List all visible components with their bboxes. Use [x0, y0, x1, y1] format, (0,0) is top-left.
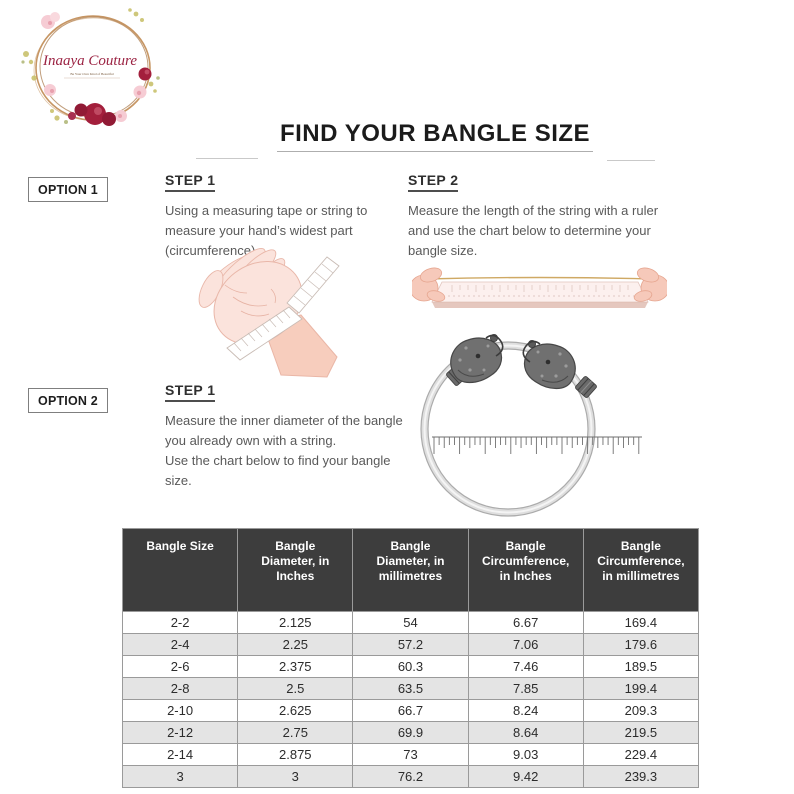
table-cell: 2-12 [121, 721, 239, 744]
step-heading: STEP 2 [408, 172, 459, 192]
table-cell: 209.3 [582, 699, 700, 722]
table-cell: 3 [121, 765, 239, 788]
table-cell: 2-14 [121, 743, 239, 766]
decorative-line [607, 160, 655, 161]
table-cell: 239.3 [582, 765, 700, 788]
step-instructions: Measure the length of the string with a … [408, 203, 659, 258]
wreath-icon [21, 8, 160, 126]
step-heading: STEP 1 [165, 382, 216, 402]
column-header: Bangle Circumference, in Inches [467, 528, 584, 612]
table-cell: 7.46 [467, 655, 584, 678]
table-cell: 2-6 [121, 655, 239, 678]
table-cell: 8.24 [467, 699, 584, 722]
table-cell: 219.5 [582, 721, 700, 744]
table-cell: 6.67 [467, 611, 584, 634]
table-row: 2-8 2.5 63.5 7.85 199.4 [121, 677, 700, 700]
string-ruler-illustration [412, 267, 667, 308]
table-cell: 7.06 [467, 633, 584, 656]
table-row: 2-14 2.875 73 9.03 229.4 [121, 743, 700, 766]
table-row: 2-6 2.375 60.3 7.46 189.5 [121, 655, 700, 678]
table-cell: 76.2 [352, 765, 469, 788]
column-header: Bangle Size [121, 528, 239, 612]
table-cell: 3 [237, 765, 354, 788]
table-cell: 63.5 [352, 677, 469, 700]
step-heading: STEP 1 [165, 172, 216, 192]
step-instructions: Measure the inner diameter of the bangle… [165, 413, 403, 488]
table-cell: 199.4 [582, 677, 700, 700]
table-row: 3 3 76.2 9.42 239.3 [121, 765, 700, 788]
table-cell: 57.2 [352, 633, 469, 656]
table-cell: 2.25 [237, 633, 354, 656]
decorative-line [196, 158, 258, 159]
table-cell: 229.4 [582, 743, 700, 766]
table-row: 2-4 2.25 57.2 7.06 179.6 [121, 633, 700, 656]
step-instructions: Using a measuring tape or string to meas… [165, 203, 368, 258]
page-title: FIND YOUR BANGLE SIZE [279, 120, 591, 147]
table-cell: 9.42 [467, 765, 584, 788]
ruler-scale [433, 437, 640, 454]
table-cell: 189.5 [582, 655, 700, 678]
option1-step1-block: STEP 1 Using a measuring tape or string … [165, 172, 415, 261]
table-cell: 2.875 [237, 743, 354, 766]
bangle-size-table: Bangle Size Bangle Diameter, in Inches Ban… [121, 528, 700, 788]
column-header: Bangle Circumference, in millimetres [582, 528, 700, 612]
option-1-badge: OPTION 1 [28, 177, 108, 202]
option2-step1-block: STEP 1 Measure the inner diameter of the… [165, 382, 425, 491]
size-table-body: 2-2 2.125 54 6.67 169.4 2-4 2.25 57.2 7.06 179.6 2… [121, 611, 700, 788]
column-header: Bangle Diameter, in millimetres [352, 528, 469, 612]
table-row: 2-10 2.625 66.7 8.24 209.3 [121, 699, 700, 722]
brand-name: Inaaya Couture [42, 53, 137, 69]
table-cell: 73 [352, 743, 469, 766]
table-cell: 66.7 [352, 699, 469, 722]
title-underline [277, 151, 593, 152]
table-cell: 169.4 [582, 611, 700, 634]
table-row: 2-12 2.75 69.9 8.64 219.5 [121, 721, 700, 744]
ornate-head-icon [450, 334, 504, 384]
table-cell: 2.375 [237, 655, 354, 678]
size-table-head-row: Bangle Size Bangle Diameter, in Inches Ban… [121, 528, 700, 612]
table-cell: 60.3 [352, 655, 469, 678]
table-cell: 8.64 [467, 721, 584, 744]
table-cell: 2-10 [121, 699, 239, 722]
table-cell: 69.9 [352, 721, 469, 744]
table-cell: 179.6 [582, 633, 700, 656]
table-cell: 2.125 [237, 611, 354, 634]
option-2-badge: OPTION 2 [28, 388, 108, 413]
table-cell: 2-4 [121, 633, 239, 656]
table-cell: 2-8 [121, 677, 239, 700]
table-cell: 2-2 [121, 611, 239, 634]
table-row: 2-2 2.125 54 6.67 169.4 [121, 611, 700, 634]
column-header: Bangle Diameter, in Inches [237, 528, 354, 612]
table-cell: 2.75 [237, 721, 354, 744]
table-cell: 7.85 [467, 677, 584, 700]
table-cell: 9.03 [467, 743, 584, 766]
table-cell: 2.5 [237, 677, 354, 700]
table-cell: 54 [352, 611, 469, 634]
option1-step2-block: STEP 2 Measure the length of the string … [408, 172, 678, 261]
bangle-ruler-illustration [420, 334, 642, 517]
table-cell: 2.625 [237, 699, 354, 722]
brand-tagline: Be Your Own Kind of Beautiful [70, 72, 113, 76]
brand-logo: Inaaya Couture Be Your Own Kind of Beaut… [21, 8, 160, 126]
hand-measurement-illustration [198, 248, 340, 378]
